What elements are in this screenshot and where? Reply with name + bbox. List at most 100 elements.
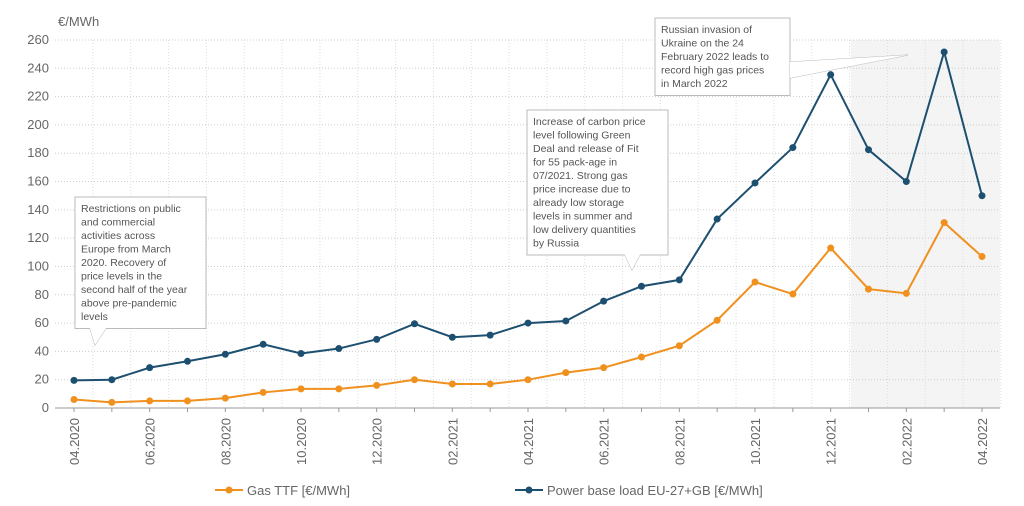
data-point <box>940 219 948 227</box>
data-point <box>221 350 229 358</box>
y-tick-label: 160 <box>27 174 49 189</box>
data-point <box>70 376 78 384</box>
data-point <box>70 396 78 404</box>
y-axis-unit: €/MWh <box>58 14 99 29</box>
legend-label: Gas TTF [€/MWh] <box>247 483 350 498</box>
data-point <box>486 331 494 339</box>
annotation-text: above pre-pandemic <box>81 298 177 310</box>
data-point <box>638 282 645 290</box>
annotation-text: 07/2021. Strong gas <box>533 170 628 182</box>
x-tick-label: 04.2021 <box>521 418 536 465</box>
annotation-pointer-cover <box>790 55 908 78</box>
annotation-text: Ukraine on the 24 <box>661 38 744 50</box>
data-point <box>448 333 456 341</box>
x-tick-label: 02.2021 <box>445 418 460 465</box>
annotation-text: record high gas prices <box>661 65 764 77</box>
annotation-text: levels <box>81 311 108 323</box>
annotation-box <box>654 17 791 96</box>
data-point <box>335 385 343 393</box>
annotation-pointer-cover <box>620 245 645 270</box>
data-point <box>789 290 797 298</box>
y-tick-label: 100 <box>27 258 49 273</box>
annotation-text: activities across <box>81 230 155 242</box>
x-tick-label: 04.2020 <box>67 418 82 465</box>
data-point <box>940 48 948 56</box>
annotation-text: second half of the year <box>81 284 188 296</box>
x-tick-label: 12.2020 <box>370 418 385 465</box>
y-tick-label: 180 <box>27 145 49 160</box>
data-point <box>184 397 191 405</box>
data-point <box>751 278 759 286</box>
data-point <box>108 376 116 384</box>
data-point <box>108 398 116 406</box>
data-point <box>335 345 343 353</box>
data-point <box>524 319 532 327</box>
data-point <box>562 369 570 377</box>
data-point <box>524 376 532 384</box>
y-tick-label: 200 <box>27 117 49 132</box>
annotation-text: February 2022 leads to <box>661 51 769 63</box>
data-point <box>411 320 418 328</box>
data-point <box>827 244 835 252</box>
annotation-text: Restrictions on public <box>81 203 181 215</box>
legend-label: Power base load EU-27+GB [€/MWh] <box>547 483 763 498</box>
annotation-text: for 55 pack-age in <box>533 157 617 169</box>
y-tick-label: 220 <box>27 89 49 104</box>
data-point <box>146 397 154 405</box>
data-point <box>713 316 721 324</box>
data-point <box>373 381 381 389</box>
y-tick-label: 60 <box>35 315 49 330</box>
annotation-box <box>526 109 669 256</box>
annotation: Restrictions on public and commercialacti… <box>74 196 207 347</box>
data-point <box>562 317 570 325</box>
data-point <box>675 276 683 284</box>
annotation-pointer-cover <box>88 322 110 345</box>
annotation-text: Russian invasion of <box>661 24 752 36</box>
annotation-text: Increase of carbon price <box>533 116 646 128</box>
x-tick-label: 08.2021 <box>672 418 687 465</box>
x-tick-label: 04.2022 <box>975 418 990 465</box>
data-point <box>865 285 872 293</box>
annotation-text: already low storage <box>533 197 624 209</box>
x-tick-label: 10.2020 <box>294 418 309 465</box>
annotation-text: level following Green <box>533 130 631 142</box>
x-tick-label: 06.2020 <box>143 418 158 465</box>
y-tick-label: 0 <box>42 400 49 415</box>
annotation-text: Europe from March <box>81 244 171 256</box>
x-tick-label: 06.2021 <box>597 418 612 465</box>
data-point <box>259 388 267 396</box>
data-point <box>297 385 305 393</box>
data-point <box>411 376 418 384</box>
data-point <box>902 289 910 297</box>
data-point <box>978 253 986 261</box>
data-point <box>600 364 608 372</box>
x-tick-label: 12.2021 <box>824 418 839 465</box>
data-point <box>259 340 267 348</box>
annotation-text: levels in summer and <box>533 211 632 223</box>
annotation-text: low delivery quantities <box>533 224 636 236</box>
y-tick-label: 80 <box>35 287 49 302</box>
data-point <box>675 342 683 350</box>
annotation-text: 2020. Recovery of <box>81 257 166 269</box>
data-point <box>902 178 910 186</box>
x-tick-label: 10.2021 <box>748 418 763 465</box>
annotation-text: by Russia <box>533 238 579 250</box>
data-point <box>448 380 456 388</box>
annotation-text: and commercial <box>81 217 155 229</box>
y-tick-label: 20 <box>35 372 49 387</box>
x-tick-label: 08.2020 <box>218 418 233 465</box>
data-point <box>184 357 191 365</box>
data-point <box>713 215 721 223</box>
annotation-text: in March 2022 <box>661 78 728 90</box>
y-tick-label: 240 <box>27 60 49 75</box>
annotation-text: price levels in the <box>81 271 162 283</box>
data-point <box>751 179 759 187</box>
data-point <box>221 394 229 402</box>
annotation-box <box>74 196 207 329</box>
annotation: Russian invasion of Ukraine on the 24Febr… <box>654 17 909 96</box>
data-point <box>373 335 381 343</box>
y-tick-label: 40 <box>35 343 49 358</box>
data-point <box>297 350 305 358</box>
data-point <box>600 297 608 305</box>
